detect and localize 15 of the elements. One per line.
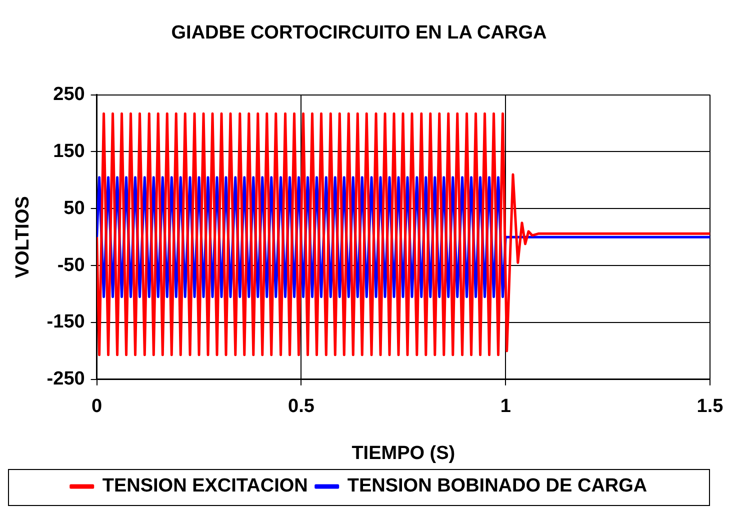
y-tick-label: 250 [53,84,85,106]
chart-title: GIADBE CORTOCIRCUITO EN LA CARGA [171,22,547,44]
x-axis-title: TIEMPO (S) [352,442,456,464]
legend-label: TENSION BOBINADO DE CARGA [347,476,648,497]
y-tick-label: 50 [64,198,85,219]
y-tick-label: -250 [46,368,85,390]
x-tick-label: 0.5 [288,396,315,418]
y-tick-label: 150 [53,140,85,162]
y-axis-title: VOLTIOS [12,196,34,278]
x-tick-label: 0 [92,396,102,418]
y-tick-label: -50 [57,254,85,276]
legend-label: TENSION EXCITACION [102,476,308,497]
y-tick-label: -150 [46,312,85,333]
x-tick-label: 1 [500,396,512,418]
x-tick-label: 1.5 [696,396,724,418]
